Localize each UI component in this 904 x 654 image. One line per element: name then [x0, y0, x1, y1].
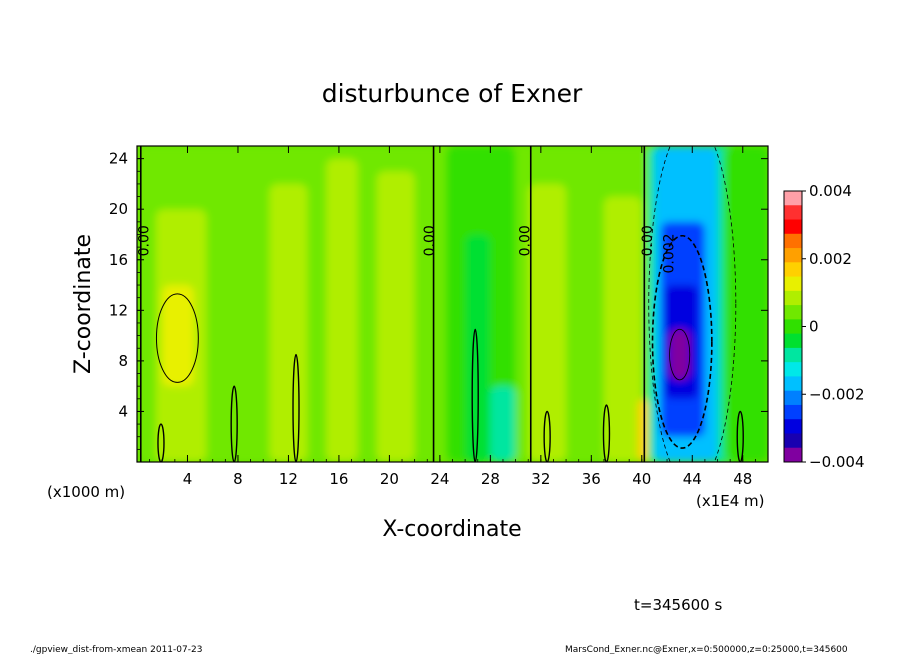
colorbar-band-0: [784, 191, 802, 206]
contour-label-layer: 0.00 0.00 0.00 0.00 0.002: [137, 225, 678, 273]
colorbar-band-14: [784, 390, 802, 406]
x-tick-label-8: 8: [233, 470, 243, 488]
x-unit-left: (x1000 m): [47, 483, 125, 501]
colorbar-tick-label-1: 0.002: [809, 250, 852, 268]
x-tick-label-20: 20: [380, 470, 399, 488]
contour-small-6: [736, 410, 744, 462]
footer-right: MarsCond_Exner.nc@Exner,x=0:500000,z=0:2…: [565, 645, 848, 654]
field-region-2: [162, 285, 194, 387]
colorbar-band-9: [784, 319, 802, 335]
field-layer: [137, 146, 768, 462]
x-tick-label-12: 12: [279, 470, 298, 488]
field-region-10: [603, 196, 642, 462]
contour-label-4: 0.002: [662, 233, 678, 273]
colorbar-tick-label-4: −0.004: [809, 453, 865, 471]
contour-label-2: 0.00: [518, 225, 534, 256]
time-label: t=345600 s: [634, 596, 722, 614]
colorbar-band-3: [784, 233, 802, 249]
field-region-5: [376, 171, 415, 462]
colorbar-tick-label-0: 0.004: [809, 182, 852, 200]
colorbar-band-10: [784, 333, 802, 349]
colorbar-band-15: [784, 404, 802, 420]
contour-small-3: [471, 328, 479, 462]
colorbar-band-8: [784, 305, 802, 320]
field-region-3: [269, 183, 308, 462]
contour-positive: [155, 293, 199, 383]
y-axis: 4 8 12 16 20 24: [109, 145, 768, 463]
field-region-16: [669, 329, 690, 380]
x-tick-label-48: 48: [733, 470, 752, 488]
field-region-11: [638, 398, 649, 462]
x-tick-label-44: 44: [683, 470, 702, 488]
contour-layer: [139, 146, 744, 462]
colorbar-band-2: [784, 219, 802, 235]
y-tick-label-16: 16: [109, 251, 128, 269]
colorbar-band-7: [784, 290, 802, 306]
colorbar-band-6: [784, 276, 802, 292]
contour-small-2: [292, 353, 300, 462]
x-tick-label-24: 24: [430, 470, 449, 488]
footer-left: ./gpview_dist-from-xmean 2011-07-23: [30, 645, 202, 654]
contour-negative-outer: [648, 146, 737, 462]
contour-negative-inner: [651, 234, 713, 449]
contour-negative-core: [669, 328, 691, 381]
y-tick-label-12: 12: [109, 301, 128, 319]
x-tick-label-4: 4: [183, 470, 193, 488]
field-region-17: [723, 146, 768, 462]
colorbar-tick-label-3: −0.002: [809, 385, 865, 403]
contour-small-4: [543, 410, 551, 462]
colorbar-band-16: [784, 419, 802, 434]
colorbar-band-4: [784, 248, 802, 263]
contour-small-0: [157, 423, 165, 462]
chart-title: disturbunce of Exner: [322, 79, 583, 108]
x-unit-right: (x1E4 m): [696, 492, 765, 510]
colorbar-band-1: [784, 205, 802, 221]
colorbar-band-18: [784, 447, 802, 463]
contour-label-1: 0.00: [422, 225, 438, 256]
y-tick-label-24: 24: [109, 150, 128, 168]
x-tick-label-28: 28: [481, 470, 500, 488]
x-axis: 4 8 12 16 20 24 28 32 36 40 44 48: [136, 146, 769, 488]
colorbar-band-5: [784, 262, 802, 278]
colorbar-band-12: [784, 362, 802, 377]
x-axis-label: X-coordinate: [382, 517, 521, 542]
y-tick-label-4: 4: [118, 402, 128, 420]
y-tick-label-8: 8: [118, 352, 128, 370]
plot-area: 0.00 0.00 0.00 0.00 0.002: [137, 146, 768, 462]
x-tick-label-32: 32: [531, 470, 550, 488]
colorbar-tick-label-2: 0: [809, 318, 819, 336]
colorbar: 0.004 0.002 0 −0.002 −0.004: [783, 182, 865, 471]
contour-label-3: 0.00: [640, 225, 656, 256]
x-tick-label-40: 40: [632, 470, 651, 488]
field-region-9: [528, 183, 567, 462]
colorbar-band-17: [784, 433, 802, 449]
y-tick-label-20: 20: [109, 200, 128, 218]
x-tick-label-16: 16: [329, 470, 348, 488]
colorbar-band-13: [784, 376, 802, 392]
contour-label-0: 0.00: [137, 225, 153, 256]
field-region-8: [490, 386, 516, 462]
x-tick-label-36: 36: [582, 470, 601, 488]
colorbar-band-11: [784, 347, 802, 363]
field-region-4: [326, 158, 358, 462]
y-axis-label: Z-coordinate: [71, 234, 96, 374]
